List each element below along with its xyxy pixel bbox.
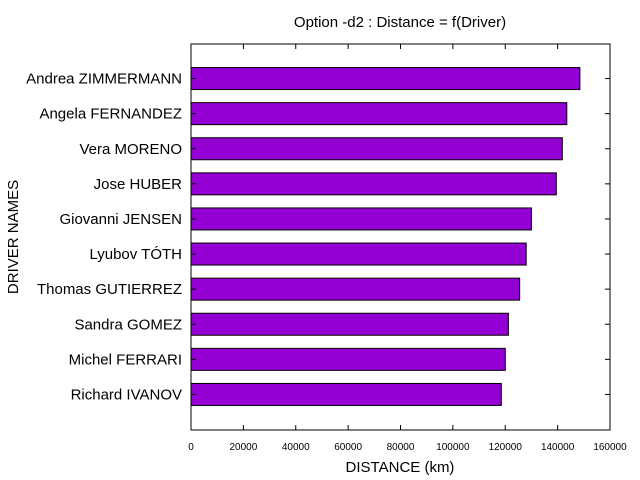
category-label: Sandra GOMEZ xyxy=(74,316,182,333)
bar xyxy=(190,242,527,266)
y-axis-label: DRIVER NAMES xyxy=(5,180,22,294)
x-tick-label: 40000 xyxy=(282,442,310,453)
bar xyxy=(190,137,563,161)
x-tick-label: 80000 xyxy=(387,442,415,453)
category-label: Lyubov TÓTH xyxy=(89,246,182,263)
bar xyxy=(190,382,502,406)
category-label: Angela FERNANDEZ xyxy=(39,106,182,123)
bar xyxy=(190,102,568,126)
x-tick-label: 60000 xyxy=(334,442,362,453)
bar xyxy=(190,172,557,196)
bar xyxy=(190,312,509,336)
category-label: Richard IVANOV xyxy=(71,386,182,403)
bar xyxy=(190,67,581,91)
category-label: Michel FERRARI xyxy=(69,351,182,368)
category-label: Vera MORENO xyxy=(79,141,182,158)
x-tick-label: 100000 xyxy=(436,442,470,453)
x-tick-label: 0 xyxy=(188,442,194,453)
plot-area: Andrea ZIMMERMANN Angela FERNANDEZ Vera MO… xyxy=(26,43,627,453)
category-label: Andrea ZIMMERMANN xyxy=(26,71,182,88)
x-tick-label: 20000 xyxy=(229,442,257,453)
x-tick-label: 140000 xyxy=(541,442,575,453)
category-label: Jose HUBER xyxy=(94,176,183,193)
x-axis-label: DISTANCE (km) xyxy=(346,459,455,476)
x-tick-label: 120000 xyxy=(489,442,523,453)
x-tick-label: 160000 xyxy=(593,442,627,453)
chart-title: Option -d2 : Distance = f(Driver) xyxy=(294,14,506,31)
bar xyxy=(190,277,521,301)
plot-frame xyxy=(190,43,611,431)
bar xyxy=(190,207,532,231)
bar xyxy=(190,347,506,371)
category-label: Giovanni JENSEN xyxy=(59,211,182,228)
category-label: Thomas GUTIERREZ xyxy=(37,281,182,298)
